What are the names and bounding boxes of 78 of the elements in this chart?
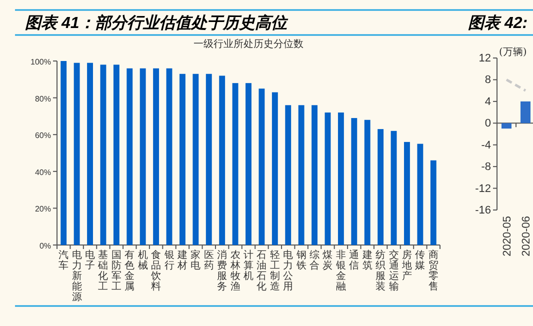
x-tick-label: 房地产 bbox=[400, 249, 412, 282]
bar bbox=[324, 112, 331, 245]
bar bbox=[351, 118, 358, 245]
chart-title: 图表 42: bbox=[468, 14, 528, 32]
x-tick-label: 纺织服装 bbox=[376, 249, 386, 292]
bar bbox=[298, 105, 304, 245]
bar bbox=[153, 68, 160, 245]
bar bbox=[404, 142, 410, 245]
x-tick-label: 电子 bbox=[85, 249, 96, 272]
x-tick-label: 轻工制造 bbox=[270, 249, 280, 292]
y-tick-label: -16 bbox=[475, 204, 491, 216]
x-tick-label: 电力公用 bbox=[283, 249, 294, 292]
bar bbox=[140, 68, 146, 245]
x-tick-label: 食品饮料 bbox=[150, 249, 162, 292]
y-tick-label: 0% bbox=[39, 242, 51, 250]
bar bbox=[232, 83, 238, 245]
x-tick-label: 医药 bbox=[204, 250, 214, 272]
x-tick-label: 农林牧渔 bbox=[229, 250, 240, 292]
x-tick-label: 传媒 bbox=[415, 250, 426, 272]
x-tick-label: 消费服务 bbox=[217, 249, 228, 292]
bar bbox=[60, 61, 67, 245]
x-tick-label: 综合 bbox=[310, 249, 320, 272]
y-tick-label: 40% bbox=[34, 168, 51, 177]
bar bbox=[206, 74, 212, 245]
y-tick-label: 80% bbox=[34, 94, 51, 104]
y-tick-label: 20% bbox=[34, 204, 51, 214]
x-tick-label: 建筑 bbox=[361, 249, 372, 272]
x-tick-label: 煤炭 bbox=[322, 249, 333, 272]
bar bbox=[219, 76, 226, 245]
y-tick-label: 12 bbox=[478, 52, 491, 64]
x-tick-label: 石油石化 bbox=[256, 250, 267, 292]
x-tick-label: 2020-05 bbox=[502, 216, 514, 256]
x-tick-label: 银行 bbox=[163, 250, 174, 272]
x-tick-label: 交通运输 bbox=[388, 249, 399, 292]
chart-subtitle: 一级行业所处历史分位数 bbox=[194, 38, 304, 50]
bar bbox=[338, 112, 344, 245]
x-tick-label: 家电 bbox=[190, 249, 201, 272]
x-tick-label: 非银金融 bbox=[334, 249, 346, 292]
y-tick-label: -4 bbox=[481, 139, 491, 152]
y-tick-label: 8 bbox=[484, 74, 491, 86]
x-tick-label: 通信 bbox=[349, 249, 360, 272]
bar bbox=[126, 68, 133, 245]
bar bbox=[430, 160, 436, 245]
x-tick-label: 基础化工 bbox=[97, 249, 108, 292]
bar bbox=[100, 64, 106, 245]
bar bbox=[113, 64, 120, 245]
x-tick-label: 商贸零售 bbox=[428, 249, 438, 292]
y-tick-label: 4 bbox=[484, 96, 491, 108]
bar bbox=[192, 74, 199, 245]
x-tick-label: 钢铁 bbox=[295, 250, 306, 272]
x-tick-label: 2020-06 bbox=[520, 216, 532, 256]
x-tick-label: 建材 bbox=[176, 249, 188, 272]
y-tick-label: 0 bbox=[484, 118, 491, 130]
y-axis-title: (万辆) bbox=[499, 46, 527, 58]
x-tick-label: 机械 bbox=[138, 249, 148, 272]
bar bbox=[246, 83, 252, 245]
chart-title: 图表 41：部分行业估值处于历史高位 bbox=[25, 13, 290, 32]
bar bbox=[417, 144, 424, 245]
y-tick-label: 60% bbox=[34, 131, 51, 140]
bar bbox=[179, 74, 186, 245]
x-tick-label: 汽车 bbox=[58, 249, 69, 272]
bar bbox=[285, 105, 292, 245]
x-tick-label: 计算机 bbox=[244, 249, 254, 282]
x-tick-label: 国防军工 bbox=[111, 250, 122, 292]
bar bbox=[390, 130, 397, 245]
x-tick-label: 有色金属 bbox=[124, 249, 135, 292]
y-tick-label: -12 bbox=[475, 182, 491, 195]
bar bbox=[74, 62, 80, 245]
x-tick-label: 电力新能源 bbox=[72, 249, 82, 303]
bar bbox=[378, 129, 384, 245]
bar bbox=[258, 88, 265, 245]
y-tick-label: 100% bbox=[30, 58, 51, 66]
bar bbox=[272, 92, 278, 245]
bar bbox=[166, 68, 172, 245]
bar bbox=[364, 120, 370, 245]
bar bbox=[312, 105, 318, 245]
y-tick-label: -8 bbox=[481, 161, 491, 174]
bar bbox=[87, 62, 93, 245]
